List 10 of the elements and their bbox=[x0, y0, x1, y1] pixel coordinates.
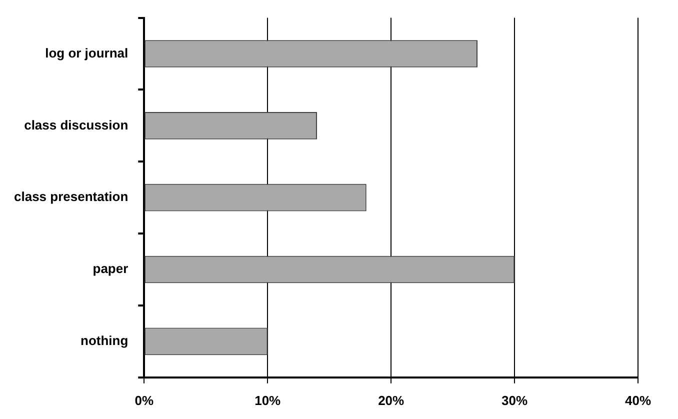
x-tick-label: 10% bbox=[254, 392, 282, 408]
x-tick-label: 0% bbox=[134, 392, 154, 408]
y-tick-label: nothing bbox=[80, 333, 128, 348]
x-tick-label: 40% bbox=[624, 392, 652, 408]
y-tick-label: paper bbox=[92, 261, 128, 276]
x-tick-label: 30% bbox=[502, 392, 528, 408]
x-tick-label: 20% bbox=[378, 392, 405, 408]
y-tick-label: log or journal bbox=[45, 45, 128, 60]
y-tick-label: class discussion bbox=[24, 117, 128, 132]
y-tick-label: class presentation bbox=[14, 189, 128, 204]
